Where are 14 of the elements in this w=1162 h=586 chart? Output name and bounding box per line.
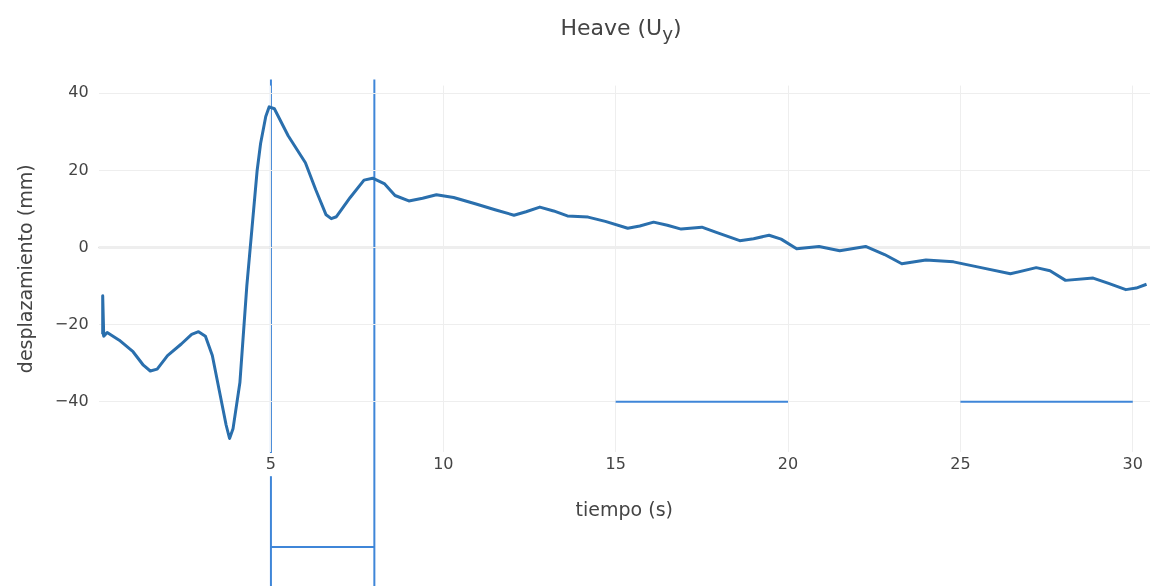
y-tick-label: −20: [54, 313, 89, 333]
x-tick-label: 15: [605, 453, 626, 473]
y-tick-label: 0: [78, 236, 89, 256]
y-axis-title: desplazamiento (mm): [14, 164, 37, 374]
y-tick-label: 40: [68, 82, 89, 102]
x-tick-label: 25: [950, 453, 971, 473]
y-tick-label: −40: [54, 391, 89, 411]
chart-title: Heave (U$_{y}$): [559, 14, 683, 47]
x-tick-label: 30: [1122, 453, 1143, 473]
x-axis-title: tiempo (s): [575, 497, 673, 520]
x-tick-label: 5: [265, 453, 277, 473]
x-tick-label: 20: [777, 453, 799, 473]
x-tick-label: 10: [433, 453, 454, 473]
y-tick-label: 20: [68, 159, 89, 179]
